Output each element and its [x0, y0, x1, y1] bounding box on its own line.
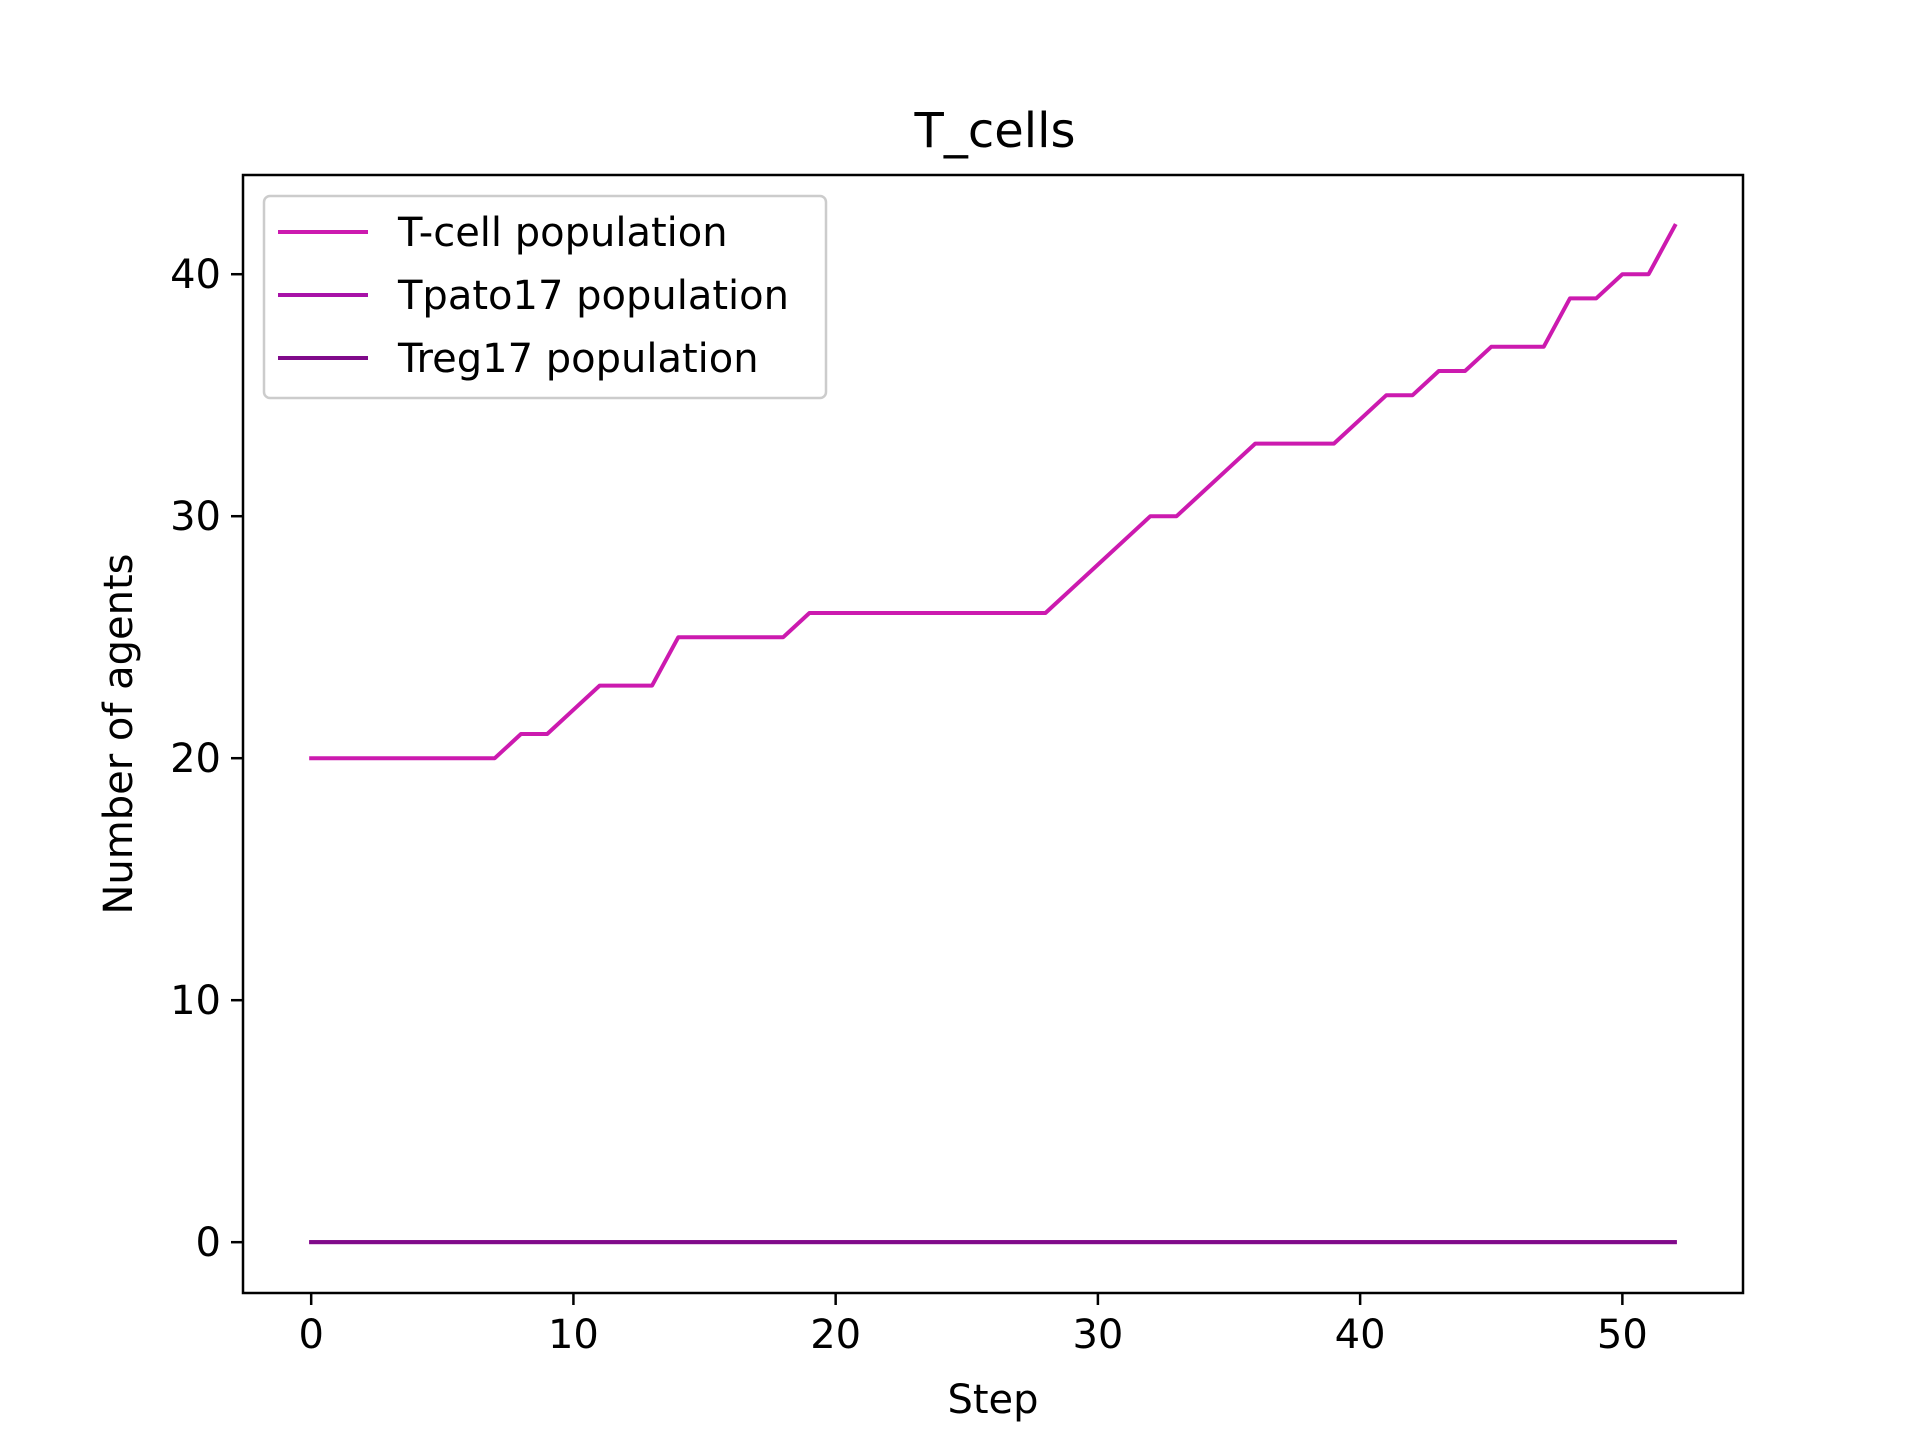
y-tick-label: 10 — [170, 978, 221, 1024]
y-axis-label: Number of agents — [96, 553, 142, 914]
y-tick-label: 30 — [170, 494, 221, 540]
legend-label-3: Treg17 population — [397, 336, 759, 382]
legend: T-cell population Tpato17 population Treg1… — [262, 194, 828, 400]
legend-label-2: Tpato17 population — [397, 273, 789, 319]
x-tick-label: 10 — [548, 1312, 599, 1358]
chart-title: T_cells — [914, 103, 1076, 159]
plot-frame — [241, 173, 1745, 1295]
x-tick-label: 50 — [1597, 1312, 1648, 1358]
legend-box — [262, 194, 828, 400]
y-tick-label: 20 — [170, 736, 221, 782]
legend-label-1: T-cell population — [397, 210, 728, 256]
x-axis-label: Step — [947, 1377, 1038, 1423]
x-axis-ticks: 0 10 20 30 40 50 — [298, 1293, 1648, 1358]
x-tick-label: 40 — [1335, 1312, 1386, 1358]
x-tick-label: 20 — [810, 1312, 861, 1358]
y-tick-label: 40 — [170, 252, 221, 298]
series-layer — [309, 223, 1678, 1245]
y-axis-ticks: 0 10 20 30 40 — [170, 252, 243, 1266]
x-tick-label: 30 — [1072, 1312, 1123, 1358]
y-tick-label: 0 — [196, 1220, 221, 1266]
series-line-1 — [309, 223, 1678, 761]
x-tick-label: 0 — [298, 1312, 323, 1358]
